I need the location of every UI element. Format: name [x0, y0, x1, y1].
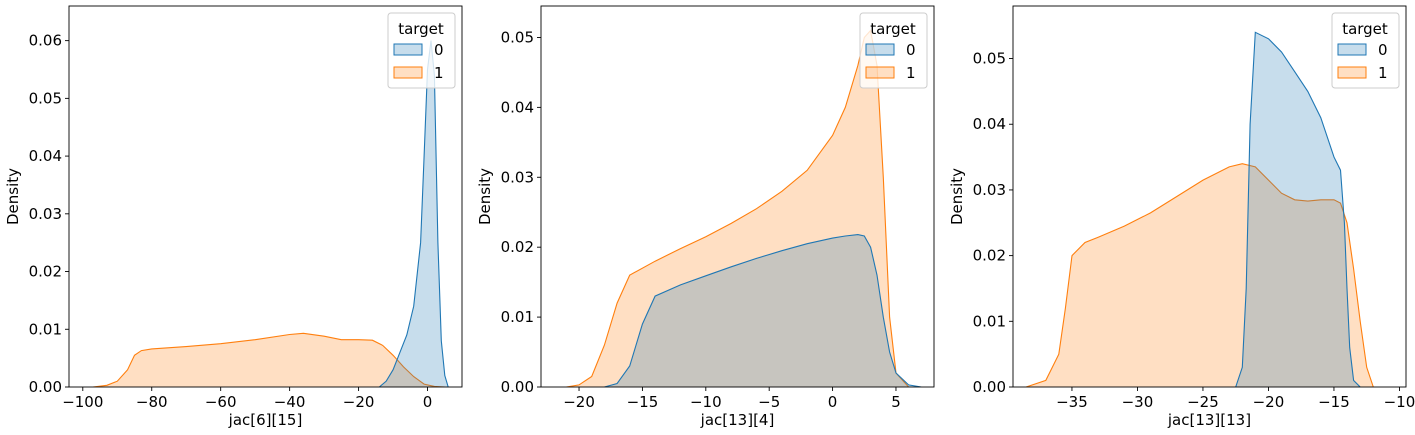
- y-tick-label: 0.04: [501, 98, 534, 116]
- y-axis-label: Density: [4, 168, 22, 225]
- legend-swatch-target-1: [1337, 66, 1367, 79]
- x-tick-label: 0: [423, 393, 433, 411]
- x-tick-label: 5: [891, 393, 901, 411]
- y-tick-label: 0.01: [501, 308, 534, 326]
- x-tick-label: −100: [62, 393, 103, 411]
- plot-area: [1025, 31, 1374, 387]
- axes-frame: [1012, 5, 1407, 388]
- density-line-target-0: [378, 40, 449, 387]
- y-tick-label: 0.05: [29, 89, 62, 107]
- density-line-target-1: [566, 29, 910, 387]
- density-panel-jac-13-13: −35 −30 −25 −20 −15 −10 0.00 0.01 0.02 0.03 0.04 0.…: [948, 5, 1415, 429]
- y-tick-label: 0.00: [29, 378, 62, 396]
- density-area-target-1: [1026, 163, 1374, 387]
- y-tick-label: 0.03: [973, 181, 1006, 199]
- y-tick-label: 0.00: [973, 378, 1006, 396]
- x-tick-label: −20: [563, 393, 595, 411]
- x-tick-label: −30: [1122, 393, 1154, 411]
- legend-label-target-0: 0: [434, 41, 444, 59]
- x-axis-label: jac[6][15]: [228, 411, 303, 429]
- density-area-target-0: [604, 234, 922, 387]
- x-tick-label: −25: [1187, 393, 1219, 411]
- x-tick-label: −20: [1253, 393, 1285, 411]
- x-tick-label: −5: [758, 393, 780, 411]
- density-panel-jac-13-4: −20 −15 −10 −5 0 5 0.00 0.01 0.02 0.03 0.04 0.05 jac…: [476, 5, 935, 429]
- density-area-target-0: [379, 40, 449, 387]
- density-line-target-0: [1235, 31, 1361, 387]
- density-line-target-0: [604, 234, 922, 387]
- x-tick-label: −10: [690, 393, 722, 411]
- legend-label-target-0: 0: [906, 41, 916, 59]
- y-tick-label: 0.05: [973, 50, 1006, 68]
- x-tick-label: −40: [274, 393, 306, 411]
- y-tick-label: 0.01: [973, 312, 1006, 330]
- density-panel-jac-6-15: −100 −80 −60 −40 −20 0 0.00 0.01 0.02 0.03 0.04 0.0…: [4, 5, 463, 429]
- axes-frame: [68, 5, 463, 388]
- density-area-target-0: [1235, 32, 1361, 387]
- y-tick-label: 0.02: [29, 263, 62, 281]
- y-tick-label: 0.05: [501, 28, 534, 46]
- legend-swatch-target-0: [393, 43, 423, 56]
- y-tick-label: 0.01: [29, 320, 62, 338]
- legend-swatch-target-0: [865, 43, 895, 56]
- x-tick-label: 0: [828, 393, 838, 411]
- legend-title: target: [398, 20, 444, 38]
- y-tick-label: 0.04: [29, 147, 62, 165]
- legend: target 0 1: [387, 12, 456, 89]
- legend-label-target-1: 1: [1378, 64, 1388, 82]
- legend-swatch-target-1: [393, 66, 423, 79]
- density-area-target-1: [93, 333, 445, 387]
- y-tick-label: 0.03: [29, 205, 62, 223]
- y-tick-label: 0.02: [973, 247, 1006, 265]
- y-tick-label: 0.00: [501, 378, 534, 396]
- legend: target 0 1: [859, 12, 928, 89]
- y-axis-label: Density: [476, 168, 494, 225]
- legend-title: target: [870, 20, 916, 38]
- y-tick-label: 0.04: [973, 115, 1006, 133]
- y-tick-label: 0.03: [501, 168, 534, 186]
- x-tick-label: −15: [1318, 393, 1350, 411]
- x-axis-label: jac[13][13]: [1167, 411, 1251, 429]
- legend-title: target: [1342, 20, 1388, 38]
- plot-area: [93, 40, 449, 387]
- plot-area: [566, 29, 922, 387]
- legend: target 0 1: [1331, 12, 1400, 89]
- legend-swatch-target-0: [1337, 43, 1367, 56]
- y-axis-label: Density: [948, 168, 966, 225]
- x-tick-label: −10: [1384, 393, 1415, 411]
- x-tick-label: −80: [136, 393, 168, 411]
- x-tick-label: −15: [627, 393, 659, 411]
- x-axis-label: jac[13][4]: [700, 411, 775, 429]
- density-line-target-1: [93, 332, 445, 387]
- legend-label-target-1: 1: [906, 64, 916, 82]
- legend-label-target-0: 0: [1378, 41, 1388, 59]
- x-tick-label: −35: [1056, 393, 1088, 411]
- x-tick-label: −60: [205, 393, 237, 411]
- y-tick-label: 0.02: [501, 238, 534, 256]
- y-tick-label: 0.06: [29, 32, 62, 50]
- x-tick-label: −20: [343, 393, 375, 411]
- density-area-target-1: [566, 30, 909, 387]
- axes-frame: [540, 5, 935, 388]
- legend-label-target-1: 1: [434, 64, 444, 82]
- legend-swatch-target-1: [865, 66, 895, 79]
